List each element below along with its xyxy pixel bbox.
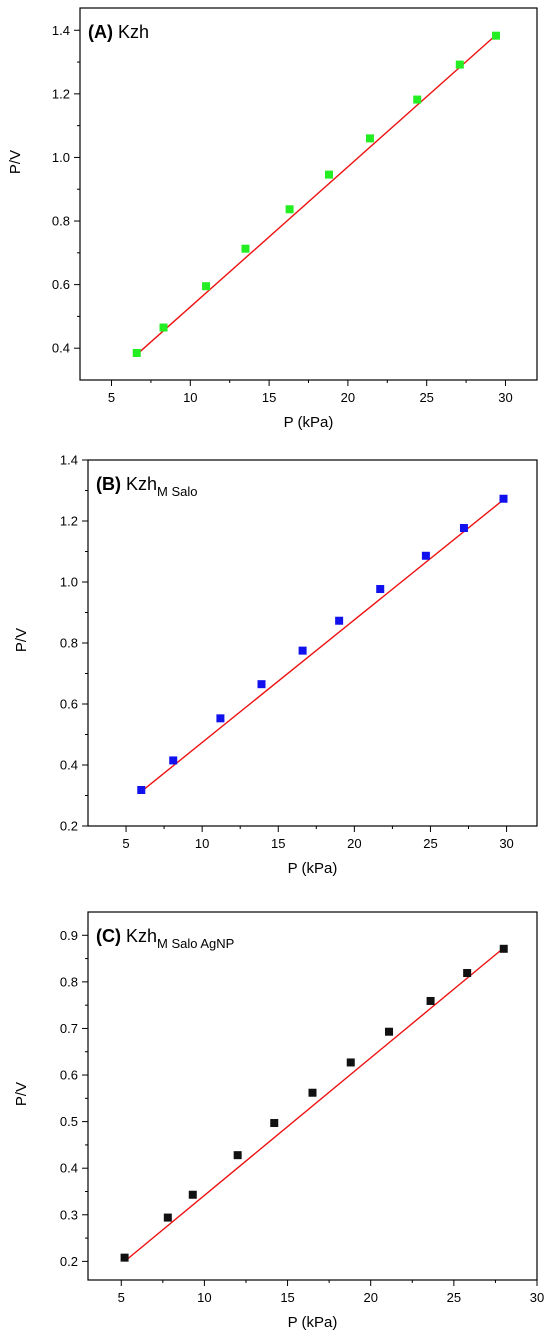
data-point (459, 524, 468, 533)
x-tick-label: 30 (498, 390, 512, 405)
x-tick-label: 5 (108, 390, 115, 405)
data-point (376, 585, 385, 594)
data-point (270, 1119, 279, 1128)
x-axis-label: P (kPa) (288, 1314, 338, 1331)
data-point (455, 60, 464, 69)
data-point (298, 646, 307, 655)
data-point (324, 170, 333, 179)
data-point (421, 551, 430, 560)
plot-frame (87, 911, 538, 1281)
y-tick-label: 0.5 (60, 1114, 78, 1129)
x-tick-label: 25 (419, 390, 433, 405)
data-point (233, 1151, 242, 1160)
data-point (241, 244, 250, 253)
x-tick-label: 15 (280, 1290, 294, 1305)
panel-label: (B) (96, 474, 126, 494)
panel-label: (A) (88, 22, 118, 42)
data-point (499, 944, 508, 953)
data-point (384, 1027, 393, 1036)
data-point (202, 282, 211, 291)
data-point (216, 714, 225, 723)
data-point (413, 95, 422, 104)
x-tick-label: 30 (530, 1290, 544, 1305)
panel-title-subscript: M Salo (157, 484, 197, 499)
fit-line (124, 947, 505, 1262)
x-tick-label: 5 (118, 1290, 125, 1305)
x-tick-label: 15 (271, 836, 285, 851)
plot-frame (87, 459, 538, 827)
panel-title-name: Kzh (118, 22, 149, 42)
x-tick-label: 15 (262, 390, 276, 405)
y-tick-label: 0.2 (60, 1254, 78, 1269)
y-tick-label: 1.0 (60, 575, 78, 590)
panel-title-subscript: M Salo AgNP (157, 936, 234, 951)
data-point (285, 205, 294, 214)
fit-line (140, 499, 504, 793)
y-tick-label: 0.9 (60, 928, 78, 943)
x-tick-label: 20 (341, 390, 355, 405)
data-point (257, 680, 266, 689)
y-tick-label: 1.4 (52, 23, 70, 38)
y-tick-label: 1.4 (60, 453, 78, 468)
y-tick-label: 1.2 (60, 514, 78, 529)
data-point (335, 616, 344, 625)
data-point (137, 786, 146, 795)
data-point (163, 1213, 172, 1222)
panel-label: (C) (96, 926, 126, 946)
x-tick-label: 5 (122, 836, 129, 851)
y-tick-label: 0.2 (60, 819, 78, 834)
x-tick-label: 20 (363, 1290, 377, 1305)
y-tick-label: 0.6 (60, 697, 78, 712)
data-point (169, 756, 178, 765)
data-point (463, 969, 472, 978)
data-point (120, 1253, 129, 1262)
x-tick-label: 20 (347, 836, 361, 851)
data-point (132, 348, 141, 357)
data-point (159, 323, 168, 332)
x-tick-label: 30 (499, 836, 513, 851)
y-tick-label: 0.6 (60, 1068, 78, 1083)
y-tick-label: 0.6 (52, 277, 70, 292)
panel-title: (C) KzhM Salo AgNP (96, 926, 234, 951)
panel-title-name: Kzh (126, 474, 157, 494)
x-tick-label: 10 (195, 836, 209, 851)
x-tick-label: 25 (447, 1290, 461, 1305)
panel-title: (B) KzhM Salo (96, 474, 198, 499)
x-tick-label: 10 (197, 1290, 211, 1305)
y-tick-label: 0.8 (52, 214, 70, 229)
fit-line (136, 34, 497, 356)
y-axis-label: P/V (13, 1082, 30, 1106)
data-point (426, 996, 435, 1005)
x-axis-label: P (kPa) (284, 414, 334, 431)
y-axis-label: P/V (13, 628, 30, 652)
y-tick-label: 0.7 (60, 1021, 78, 1036)
data-point (492, 31, 501, 40)
plot-frame (79, 7, 538, 381)
data-point (308, 1088, 317, 1097)
chart-panel-3: 5 10 15 20 25 30 0.2 0.3 0.4 0.5 0.6 0.7 0.8 0.9 P (kP… (13, 911, 544, 1331)
panel-title: (A) Kzh (88, 22, 149, 42)
y-axis-label: P/V (7, 150, 24, 174)
chart-panel-1: 5 10 15 20 25 30 0.4 0.6 0.8 1.0 1.2 1.4 P (kPa) P/V (… (7, 7, 538, 431)
y-tick-label: 1.0 (52, 150, 70, 165)
y-tick-label: 0.4 (60, 1161, 78, 1176)
y-tick-label: 0.8 (60, 974, 78, 989)
data-point (346, 1058, 355, 1067)
x-tick-label: 25 (423, 836, 437, 851)
x-axis-label: P (kPa) (288, 860, 338, 877)
x-tick-label: 10 (183, 390, 197, 405)
chart-panel-2: 5 10 15 20 25 30 0.2 0.4 0.6 0.8 1.0 1.2 1.4 P (kPa) P… (13, 453, 538, 877)
y-tick-label: 0.3 (60, 1207, 78, 1222)
y-tick-label: 0.4 (60, 758, 78, 773)
y-tick-label: 1.2 (52, 86, 70, 101)
data-point (499, 494, 508, 503)
y-tick-label: 0.4 (52, 341, 70, 356)
data-point (365, 134, 374, 143)
data-point (188, 1190, 197, 1199)
y-tick-label: 0.8 (60, 636, 78, 651)
panel-title-name: Kzh (126, 926, 157, 946)
